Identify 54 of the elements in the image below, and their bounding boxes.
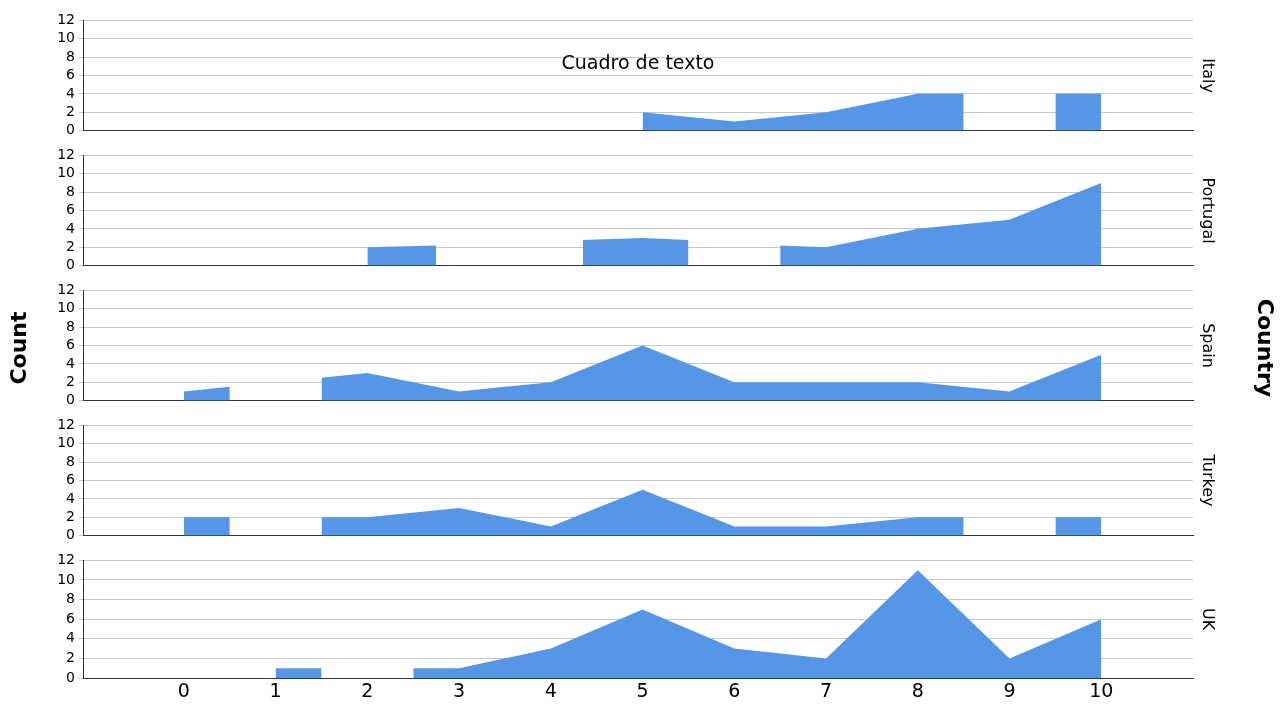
y-tick-label: 8 [66, 452, 75, 469]
x-tick-label: 9 [1003, 679, 1016, 702]
y-tick-label: 2 [66, 507, 75, 524]
x-tick-label: 1 [269, 679, 282, 702]
y-tick-label: 10 [57, 29, 75, 46]
annotation: Cuadro de texto [561, 51, 715, 74]
y-tick-label: 8 [66, 47, 75, 64]
y-tick-label: 6 [66, 66, 76, 83]
y-tick-label: 0 [66, 526, 75, 543]
y-tick-label: 2 [66, 649, 75, 666]
y-tick-label: 12 [57, 11, 75, 28]
y-tick-label: 10 [57, 570, 75, 587]
x-tick-label: 10 [1089, 679, 1114, 702]
x-tick-label: 0 [177, 679, 190, 702]
y-tick-label: 6 [66, 201, 76, 218]
y-tick-label: 12 [57, 281, 75, 298]
x-tick-label: 7 [820, 679, 833, 702]
y-tick-label: 12 [57, 551, 75, 568]
x-tick-label: 5 [636, 679, 649, 702]
y-tick-label: 0 [66, 256, 75, 273]
text: UK [1198, 608, 1218, 631]
x-tick-label: 2 [361, 679, 374, 702]
y-tick-label: 4 [66, 354, 76, 371]
y-tick-label: 8 [66, 590, 75, 607]
y-tick-label: 12 [57, 416, 75, 433]
y-tick-label: 10 [57, 299, 75, 316]
y2-axis-title: Country [1252, 298, 1278, 398]
y-tick-label: 2 [66, 102, 75, 119]
x-tick-label: 3 [453, 679, 466, 702]
y-tick-label: 10 [57, 164, 75, 181]
y-tick-label: 4 [66, 629, 76, 646]
x-tick-label: 4 [544, 679, 557, 702]
y-tick-label: 0 [66, 668, 75, 685]
text: Portugal [1198, 177, 1218, 244]
y-tick-label: 10 [57, 434, 75, 451]
y-tick-label: 4 [66, 84, 76, 101]
y-tick-label: 0 [66, 391, 75, 408]
y-tick-label: 6 [66, 609, 76, 626]
y-tick-label: 6 [66, 336, 76, 353]
y-tick-label: 8 [66, 317, 75, 334]
text: Spain [1198, 323, 1218, 368]
y-tick-label: 2 [66, 372, 75, 389]
y-tick-label: 12 [57, 146, 75, 163]
y-tick-label: 6 [66, 471, 76, 488]
x-tick-label: 8 [911, 679, 924, 702]
y-tick-label: 4 [66, 489, 76, 506]
x-tick-label: 6 [728, 679, 741, 702]
y-tick-label: 2 [66, 237, 75, 254]
y-axis-title: Count [5, 311, 31, 385]
y-tick-label: 4 [66, 219, 76, 236]
y-tick-label: 0 [66, 121, 75, 138]
text: Turkey [1198, 453, 1218, 507]
text: Italy [1198, 58, 1218, 93]
y-tick-label: 8 [66, 182, 75, 199]
